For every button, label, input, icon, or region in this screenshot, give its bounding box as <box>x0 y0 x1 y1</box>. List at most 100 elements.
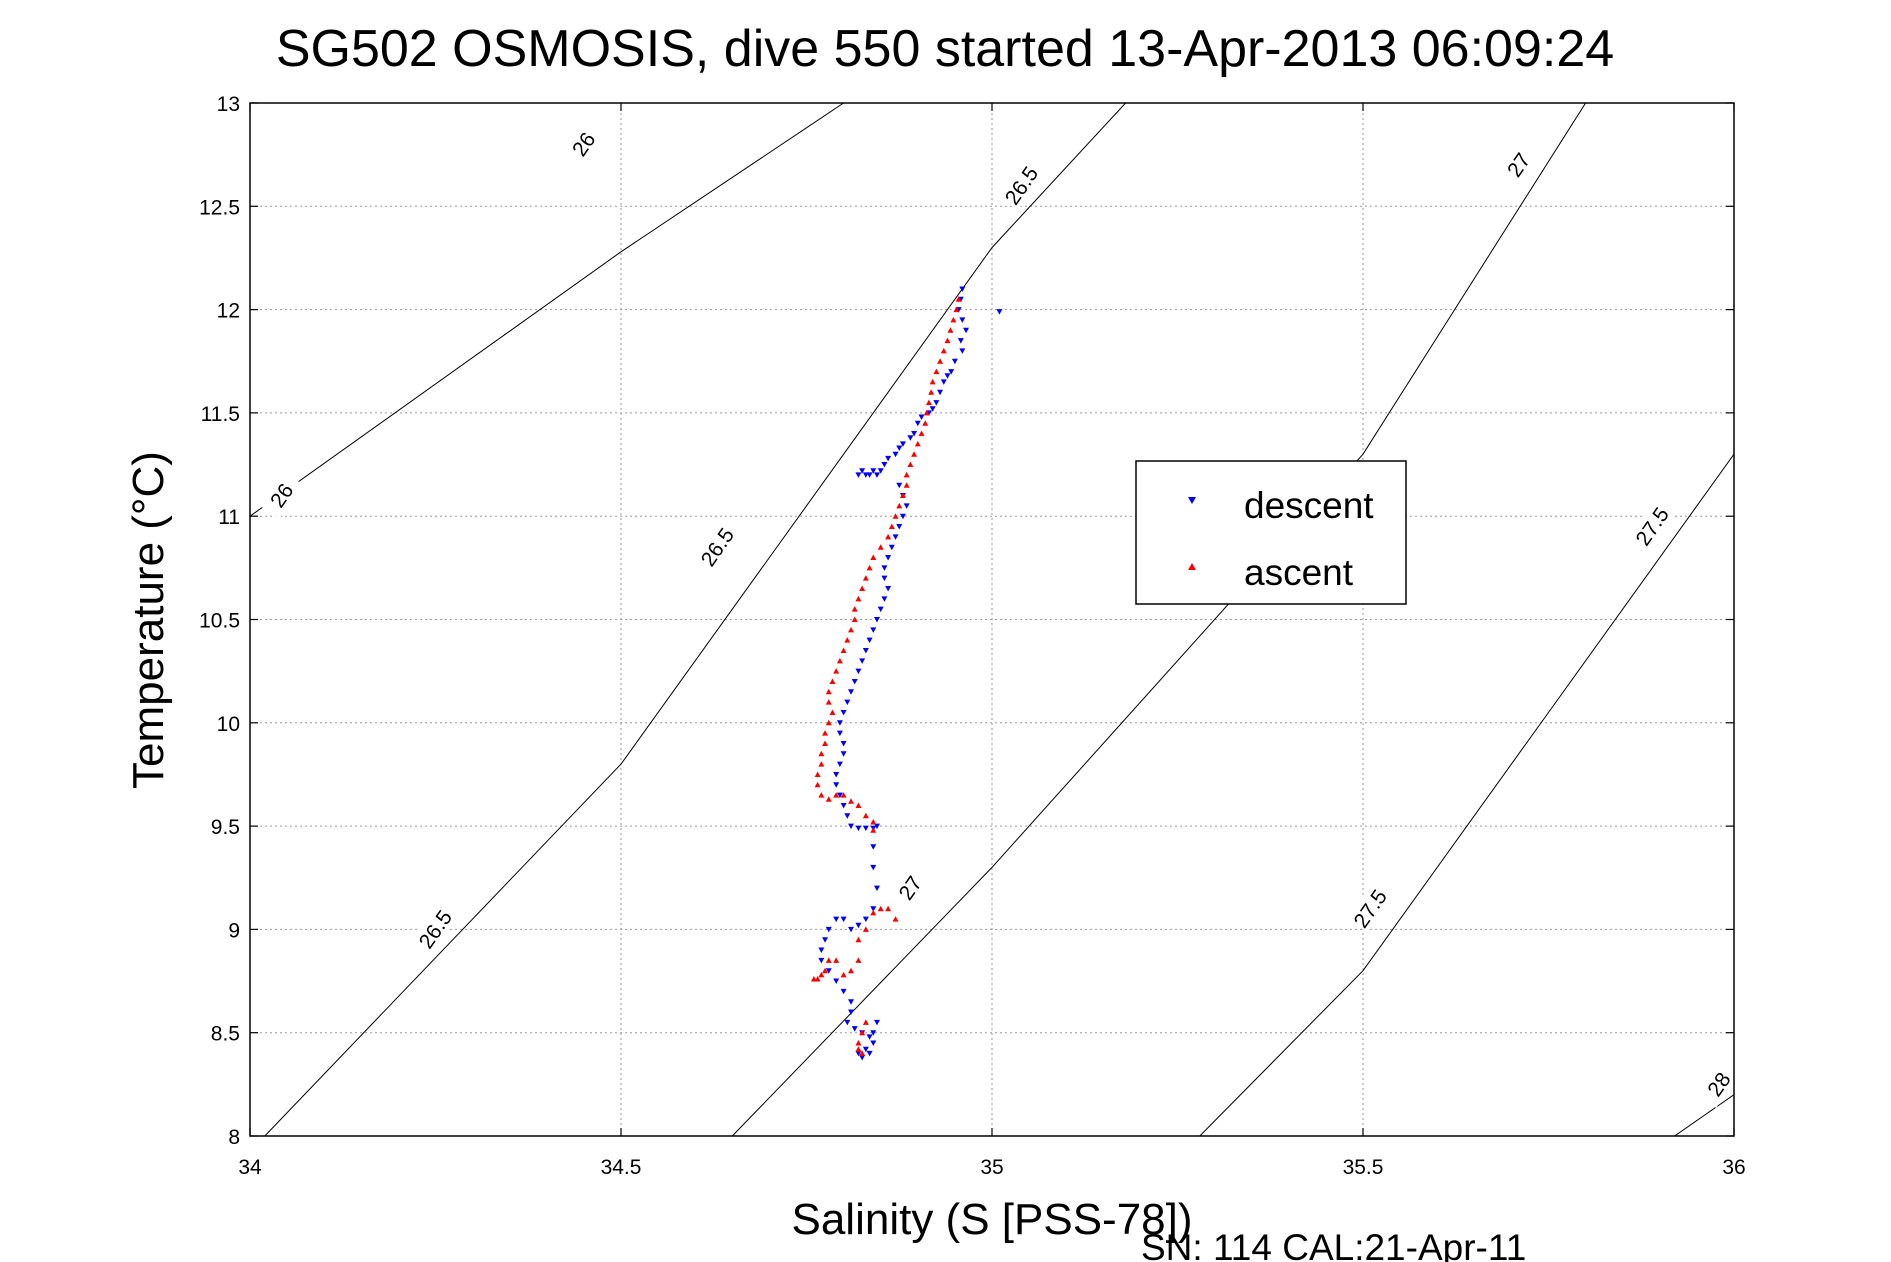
contour-label-mask <box>412 904 457 953</box>
x-tick-label: 36 <box>1722 1156 1745 1179</box>
ascent-point <box>947 327 954 333</box>
legend-ascent-marker <box>1188 563 1196 570</box>
legend-box <box>1135 460 1407 605</box>
ascent-point <box>848 626 855 633</box>
density-contour-line <box>1199 453 1734 1136</box>
descent-point <box>877 606 884 613</box>
descent-point <box>870 627 877 633</box>
descent-point <box>892 451 899 458</box>
ascent-point <box>928 389 935 395</box>
descent-point <box>963 327 970 334</box>
descent-point <box>862 916 869 923</box>
ascent-point <box>818 750 825 757</box>
y-axis-label: Temperature (°C) <box>124 451 173 789</box>
ascent-point <box>907 461 914 468</box>
ascent-point <box>822 740 829 746</box>
ascent-point <box>903 482 910 488</box>
ascent-point <box>885 533 892 540</box>
contour-label-mask <box>1347 884 1392 933</box>
y-tick-label: 12.5 <box>199 196 240 219</box>
y-tick-label: 9.5 <box>211 816 240 839</box>
contour-label-mask <box>1496 140 1540 189</box>
ascent-point <box>953 306 960 313</box>
y-tick-label: 12 <box>217 300 240 323</box>
descent-point <box>877 468 884 474</box>
ascent-point <box>855 957 862 963</box>
descent-point <box>933 400 940 406</box>
descent-point <box>840 709 847 716</box>
descent-point <box>957 338 964 344</box>
ascent-point <box>870 909 877 916</box>
ascent-point <box>825 719 832 726</box>
descent-point <box>881 462 888 468</box>
descent-point <box>833 916 840 923</box>
descent-point <box>836 761 843 768</box>
ascent-point <box>822 730 829 736</box>
descent-point <box>840 751 847 757</box>
ascent-point <box>862 1019 869 1025</box>
ascent-point <box>892 916 899 922</box>
ascent-point <box>903 471 910 478</box>
ascent-point <box>840 971 847 978</box>
descent-point <box>870 468 877 474</box>
ascent-point <box>848 798 855 804</box>
ascent-point <box>818 792 825 798</box>
descent-point <box>848 1009 855 1016</box>
ascent-point <box>822 967 829 974</box>
ascent-point <box>911 451 918 457</box>
ascent-point <box>914 440 921 447</box>
ascent-point <box>855 936 862 943</box>
density-contour-line <box>250 103 844 517</box>
descent-point <box>885 586 892 592</box>
ascent-point <box>840 647 847 653</box>
ascent-point <box>833 792 840 798</box>
descent-point <box>914 420 921 427</box>
axis-ticks: 34 34.5 35 35.5 36 8 8.5 9 9.5 10 10.5 11 11.5 12 12.5… <box>199 93 1746 1179</box>
ascent-point <box>922 420 929 426</box>
descent-point <box>833 978 840 985</box>
descent-point <box>888 544 895 551</box>
descent-point <box>855 825 862 832</box>
descent-point <box>907 435 914 441</box>
descent-point <box>870 1040 877 1047</box>
descent-point <box>851 678 858 685</box>
descent-point <box>959 286 966 292</box>
descent-point <box>836 720 843 726</box>
ascent-point <box>862 926 869 932</box>
descent-point <box>862 1046 869 1053</box>
y-tick-label: 8 <box>228 1126 240 1149</box>
descent-point <box>948 369 955 375</box>
x-tick-label: 34 <box>238 1156 262 1179</box>
ascent-point <box>896 502 903 509</box>
descent-point <box>855 1050 862 1057</box>
ascent-point <box>836 657 843 664</box>
contour-label-mask <box>259 470 303 520</box>
ascent-point <box>829 678 836 684</box>
descent-point <box>873 1019 880 1026</box>
descent-point <box>859 658 866 664</box>
y-tick-label: 10.5 <box>199 610 240 633</box>
ascent-point <box>955 296 962 302</box>
ascent-point <box>877 905 884 912</box>
ascent-point <box>825 957 832 963</box>
descent-point <box>844 699 851 706</box>
contour-label-mask <box>694 522 739 571</box>
y-tick-label: 11 <box>218 506 240 529</box>
descent-point <box>885 455 892 462</box>
ascent-point <box>851 606 858 612</box>
descent-point <box>911 431 918 437</box>
descent-point <box>825 926 832 933</box>
descent-point <box>851 1026 858 1032</box>
descent-point <box>881 575 888 582</box>
descent-point <box>822 937 829 943</box>
descent-point <box>959 317 966 323</box>
descent-point <box>873 885 880 892</box>
descent-point <box>844 813 851 819</box>
descent-point <box>840 916 847 923</box>
descent-point <box>873 617 880 623</box>
contour-label-mask <box>561 119 605 168</box>
y-tick-label: 11.5 <box>201 403 240 426</box>
ascent-point <box>888 523 895 530</box>
